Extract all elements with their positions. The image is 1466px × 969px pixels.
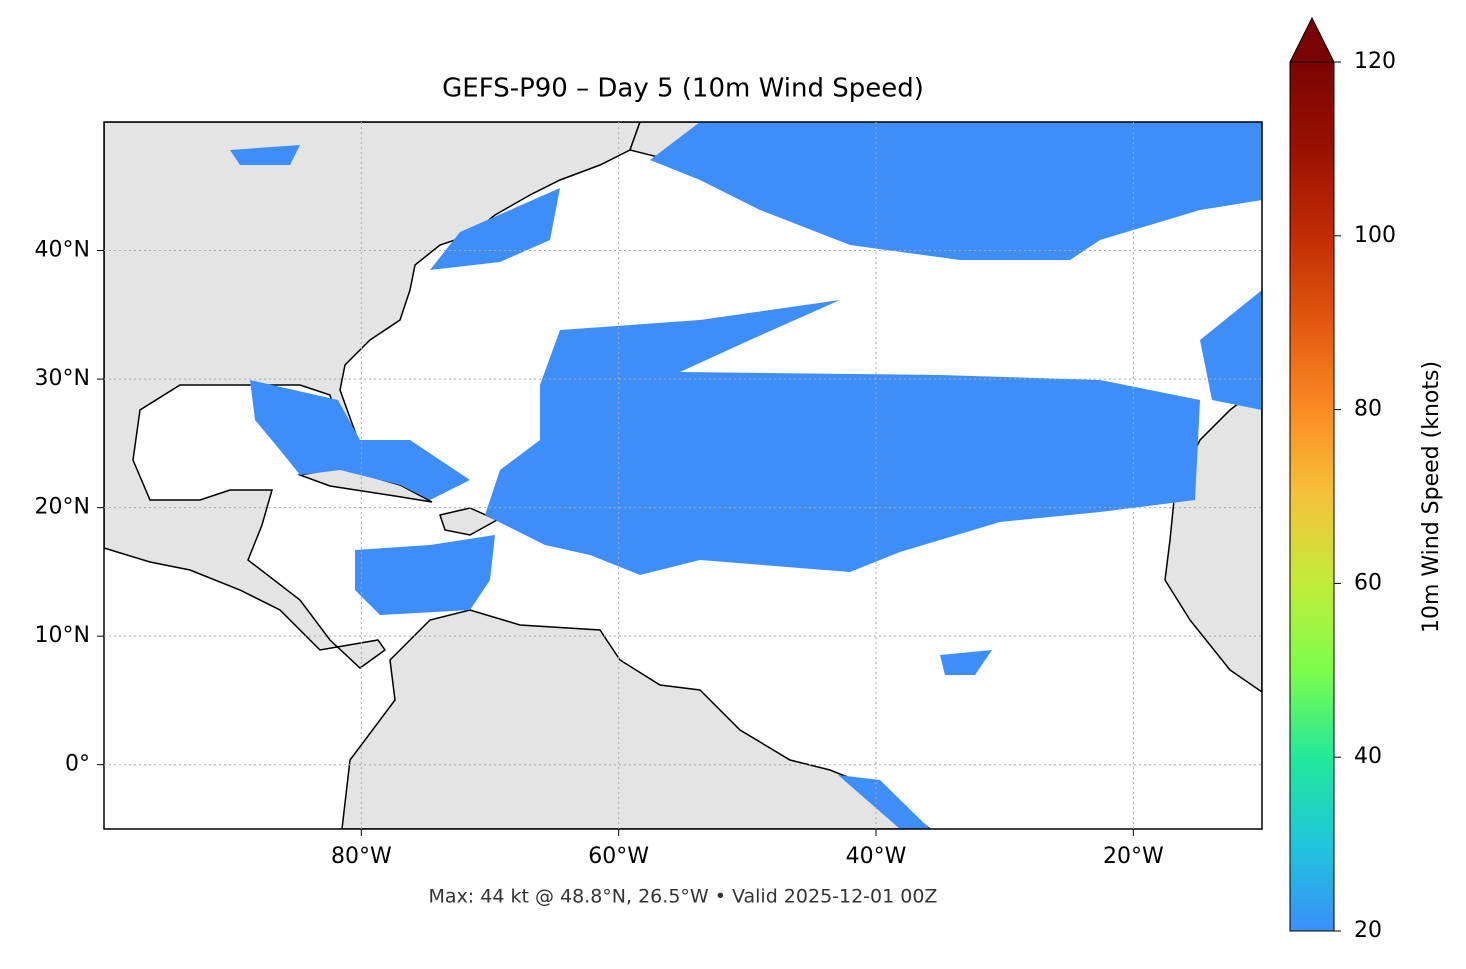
x-tick-label: 40°W (846, 844, 907, 869)
x-tick-label: 80°W (331, 844, 392, 869)
wind-area (940, 650, 992, 675)
wind-area (230, 145, 300, 165)
wind-area (650, 122, 1262, 260)
wind-area (250, 380, 470, 500)
x-tick-label: 60°W (588, 844, 649, 869)
hispaniola (439, 507, 499, 536)
y-tick-label: 30°N (35, 366, 90, 391)
wind-area (355, 535, 495, 615)
wind-area (1200, 290, 1262, 410)
colorbar (1289, 61, 1335, 932)
map-frame (103, 121, 1263, 830)
colorbar-tick-label: 40 (1354, 744, 1382, 769)
colorbar-tick-label: 100 (1354, 223, 1396, 248)
wind-area (485, 300, 1200, 575)
x-tick-label: 20°W (1103, 844, 1164, 869)
y-tick-label: 0° (65, 752, 90, 777)
y-tick-label: 20°N (35, 495, 90, 520)
colorbar-tick-label: 120 (1354, 49, 1396, 74)
colorbar-tick-label: 60 (1354, 570, 1382, 595)
y-tick-label: 10°N (35, 623, 90, 648)
note: Max: 44 kt @ 48.8°N, 26.5°W • Valid 2025… (429, 886, 938, 908)
colorbar-extend (1289, 16, 1335, 63)
colorbar-label: 10m Wind Speed (knots) (1419, 361, 1444, 633)
y-tick-label: 40°N (35, 238, 90, 263)
map-area (104, 122, 1262, 829)
wind-area (838, 775, 930, 829)
colorbar-tick-label: 20 (1354, 918, 1382, 943)
map-title: GEFS-P90 – Day 5 (10m Wind Speed) (442, 74, 924, 104)
colorbar-tick-label: 80 (1354, 397, 1382, 422)
wind-area (430, 188, 560, 270)
